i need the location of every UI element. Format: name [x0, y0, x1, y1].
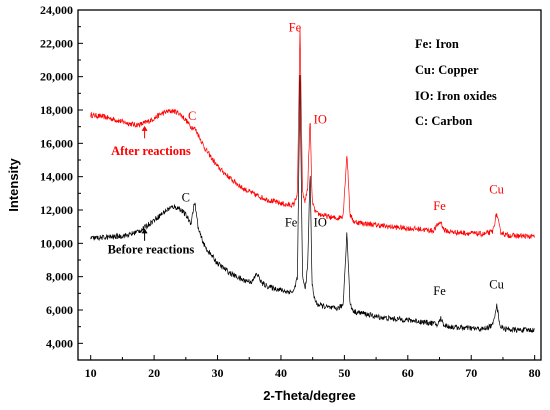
annotation-label: C [182, 191, 190, 205]
y-tick-label: 20,000 [40, 70, 73, 84]
y-tick-label: 10,000 [40, 236, 73, 250]
series-layer [90, 26, 535, 334]
y-tick-label: 8,000 [46, 270, 73, 284]
y-tick-label: 24,000 [40, 3, 73, 17]
x-axis-title: 2-Theta/degree [263, 388, 355, 403]
legend-entry: Fe: Iron [415, 37, 459, 51]
x-tick-label: 10 [85, 366, 97, 380]
y-tick-label: 22,000 [40, 36, 73, 50]
legend-entry: IO: Iron oxides [415, 89, 497, 103]
annotation-label: IO [314, 112, 327, 126]
y-axis-title: Intensity [6, 158, 21, 212]
annotation-label: Fe [285, 216, 298, 230]
x-tick-label: 30 [212, 366, 224, 380]
x-tick-label: 70 [465, 366, 477, 380]
annotation-label: Fe [433, 284, 446, 298]
legend-entry: Cu: Copper [415, 63, 479, 77]
y-tick-label: 12,000 [40, 203, 73, 217]
annotation-label: After reactions [111, 144, 191, 158]
y-tick-label: 16,000 [40, 136, 73, 150]
arrow-head [141, 125, 148, 131]
annotation-label: IO [314, 216, 327, 230]
legend: Fe: Iron Cu: Copper IO: Iron oxides C: Carb… [415, 37, 497, 128]
annotation-label: Cu [489, 277, 504, 291]
series-line-after-reactions [90, 26, 535, 240]
annotation-label: Before reactions [108, 242, 195, 256]
series-line-before-reactions [90, 74, 535, 334]
x-tick-label: 40 [275, 366, 287, 380]
legend-entry: C: Carbon [415, 114, 472, 128]
y-tick-label: 18,000 [40, 103, 73, 117]
annotation-label: Cu [489, 182, 504, 196]
annotations-layer: Fe IO C After reactions Fe Cu C Fe IO Before reac… [108, 21, 505, 298]
x-tick-label: 50 [338, 366, 350, 380]
y-tick-label: 4,000 [46, 336, 73, 350]
plot-frame [77, 9, 542, 361]
x-tick-label: 80 [529, 366, 541, 380]
annotation-label: Fe [433, 199, 446, 213]
y-tick-label: 6,000 [46, 303, 73, 317]
annotation-label: Fe [289, 21, 302, 35]
y-tick-label: 14,000 [40, 170, 73, 184]
x-tick-label: 60 [402, 366, 414, 380]
annotation-label: C [188, 109, 196, 123]
arrow-head [141, 228, 148, 234]
x-tick-label: 20 [148, 366, 160, 380]
ticks-layer: 10 20 30 40 50 60 70 80 4,000 6,000 8,000 10,000 12,… [40, 3, 541, 380]
